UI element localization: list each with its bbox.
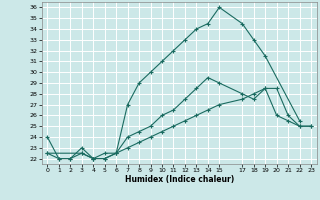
X-axis label: Humidex (Indice chaleur): Humidex (Indice chaleur) — [124, 175, 234, 184]
